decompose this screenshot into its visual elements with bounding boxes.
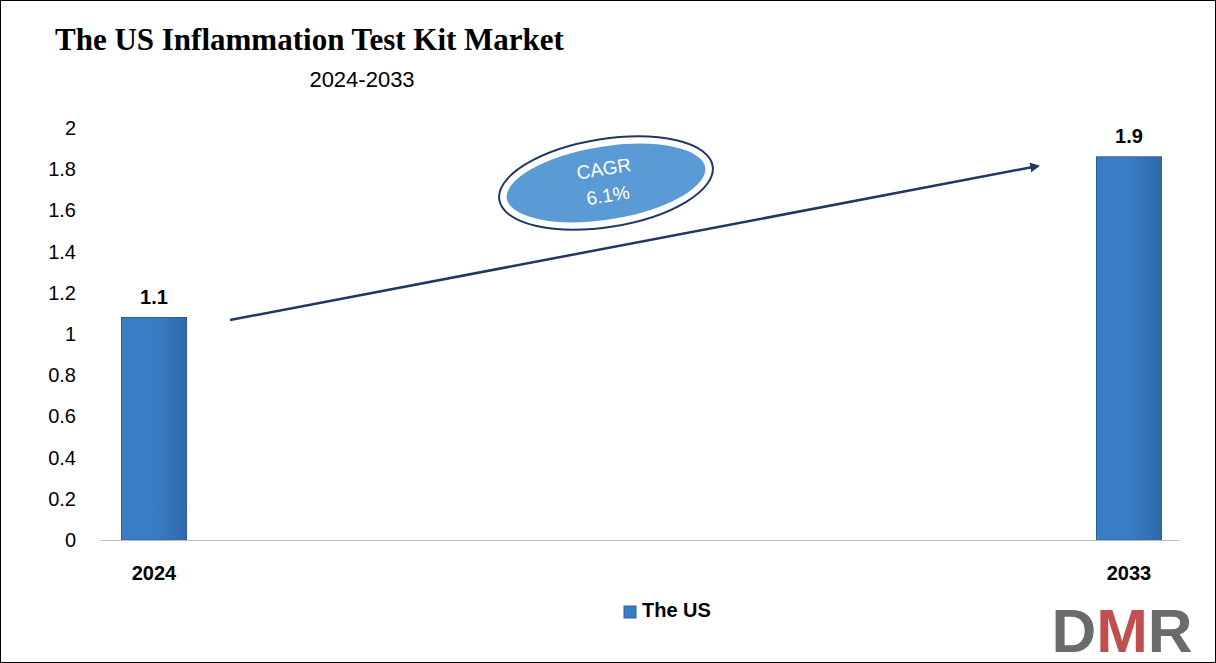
subtitle: 2024-2033 — [309, 67, 414, 92]
x-tick-label: 2033 — [1107, 562, 1152, 584]
logo: DMR — [1051, 596, 1192, 663]
y-tick-label: 0.8 — [48, 364, 76, 386]
bar — [122, 318, 187, 540]
data-label: 1.9 — [1115, 125, 1143, 147]
y-tick-label: 1.8 — [48, 158, 76, 180]
title: The US Inflammation Test Kit Market — [55, 22, 565, 57]
bar — [1097, 157, 1162, 540]
y-tick-label: 0.2 — [48, 488, 76, 510]
chart-svg: The US Inflammation Test Kit Market 2024-… — [0, 0, 1216, 663]
legend-label: The US — [642, 599, 711, 621]
y-tick-label: 2 — [65, 117, 76, 139]
cagr-badge: CAGR6.1% — [492, 123, 719, 244]
badge-fill — [498, 128, 714, 237]
badge-outline — [492, 123, 719, 244]
legend-swatch — [624, 606, 636, 618]
annotation: CAGR — [575, 154, 633, 183]
y-tick-label: 1.4 — [48, 241, 76, 263]
logo-letter: M — [1096, 596, 1148, 663]
y-tick-label: 1.6 — [48, 199, 76, 221]
y-tick-label: 1 — [65, 323, 76, 345]
y-tick-label: 0.4 — [48, 447, 76, 469]
logo-letter: R — [1148, 596, 1193, 663]
x-axis-line — [100, 540, 1180, 541]
x-tick-label: 2024 — [132, 562, 177, 584]
annotation: 6.1% — [585, 182, 631, 210]
logo-letter: D — [1051, 596, 1096, 663]
y-tick-label: 0 — [65, 529, 76, 551]
y-tick-label: 0.6 — [48, 405, 76, 427]
chart-root: The US Inflammation Test Kit Market 2024-… — [0, 0, 1216, 663]
data-label: 1.1 — [140, 286, 168, 308]
frame — [1, 1, 1216, 663]
y-tick-label: 1.2 — [48, 282, 76, 304]
